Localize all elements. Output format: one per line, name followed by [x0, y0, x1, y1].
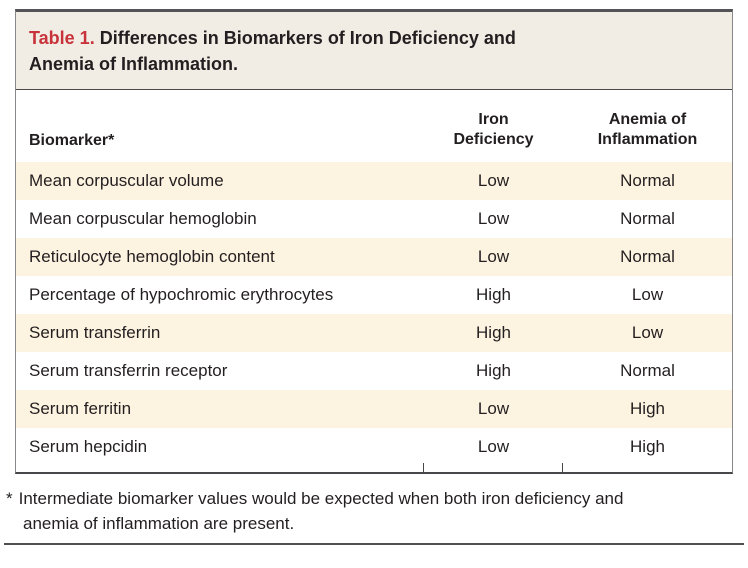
biomarker-cell: Percentage of hypochromic erythrocytes — [29, 285, 334, 304]
table-title-band: Table 1. Differences in Biomarkers of Ir… — [16, 12, 732, 90]
table-footnote: * Intermediate biomarker values would be … — [6, 486, 646, 536]
table-row: Serum ferritin Low High — [16, 390, 732, 428]
iron-deficiency-cell: High — [476, 361, 511, 380]
anemia-of-inflammation-cell: Low — [631, 285, 664, 304]
anemia-of-inflammation-cell: High — [563, 390, 732, 428]
iron-deficiency-cell: High — [476, 285, 511, 304]
iron-deficiency-cell: Low — [424, 238, 563, 276]
table-row: Mean corpuscular hemoglobin Low Normal — [16, 200, 732, 238]
column-header-anemia-of-inflammation: Anemia of Inflammation — [563, 90, 732, 162]
biomarker-cell: Serum transferrin — [16, 314, 424, 352]
iron-deficiency-cell: Low — [477, 209, 510, 228]
anemia-of-inflammation-cell: Normal — [563, 162, 732, 200]
footnote-text: Intermediate biomarker values would be e… — [18, 489, 624, 533]
table-row: Serum transferrin High Low — [16, 314, 732, 352]
biomarker-cell: Reticulocyte hemoglobin content — [16, 238, 424, 276]
biomarker-table: Biomarker* Iron Deficiency Anemia of Inf… — [16, 90, 732, 466]
header-row: Biomarker* Iron Deficiency Anemia of Inf… — [16, 90, 732, 162]
biomarker-cell: Mean corpuscular volume — [16, 162, 424, 200]
biomarker-table-figure: Table 1. Differences in Biomarkers of Ir… — [15, 9, 733, 474]
iron-deficiency-cell: Low — [424, 390, 563, 428]
column-header-iron-deficiency: Iron Deficiency — [424, 90, 563, 162]
footnote-marker: * — [6, 489, 13, 508]
anemia-of-inflammation-cell: Normal — [620, 209, 675, 228]
table-row: Serum hepcidin Low High — [16, 428, 732, 466]
anemia-of-inflammation-cell: Normal — [563, 238, 732, 276]
anemia-of-inflammation-cell: High — [630, 437, 665, 456]
bottom-rule — [4, 543, 744, 545]
biomarker-cell: Serum transferrin receptor — [29, 361, 228, 380]
column-divider-tick — [562, 463, 563, 472]
biomarker-cell: Serum ferritin — [16, 390, 424, 428]
anemia-of-inflammation-cell: Normal — [620, 361, 675, 380]
table-title: Differences in Biomarkers of Iron Defici… — [29, 28, 516, 74]
table-row: Percentage of hypochromic erythrocytes H… — [16, 276, 732, 314]
iron-deficiency-cell: Low — [424, 162, 563, 200]
table-label: Table 1. — [29, 28, 95, 48]
table-row: Mean corpuscular volume Low Normal — [16, 162, 732, 200]
table-row: Reticulocyte hemoglobin content Low Norm… — [16, 238, 732, 276]
table-row: Serum transferrin receptor High Normal — [16, 352, 732, 390]
iron-deficiency-cell: High — [424, 314, 563, 352]
iron-deficiency-cell: Low — [477, 437, 510, 456]
column-header-biomarker: Biomarker* — [16, 90, 424, 162]
table-title-line: Table 1. Differences in Biomarkers of Ir… — [29, 25, 581, 77]
biomarker-cell: Serum hepcidin — [29, 437, 148, 456]
anemia-of-inflammation-cell: Low — [563, 314, 732, 352]
column-divider-tick — [423, 463, 424, 472]
biomarker-cell: Mean corpuscular hemoglobin — [29, 209, 257, 228]
